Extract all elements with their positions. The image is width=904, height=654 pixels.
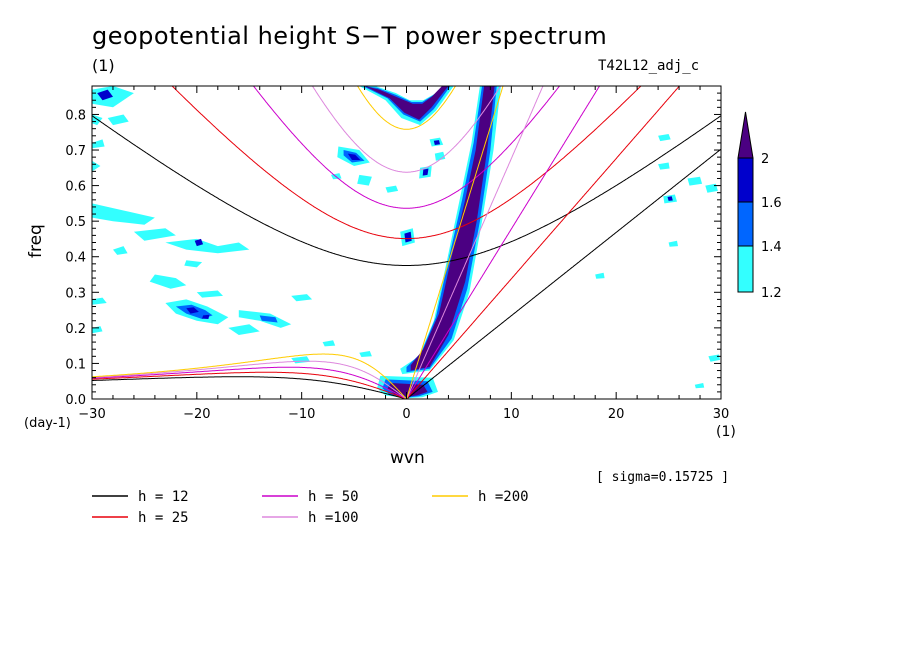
y-axis-units: (day-1) bbox=[24, 416, 71, 431]
y-tick-label: 0.6 bbox=[65, 180, 86, 195]
shaded-region-1 bbox=[97, 89, 113, 101]
shaded-region-19 bbox=[259, 315, 278, 323]
gravity-wave-curve-h50 bbox=[252, 86, 561, 209]
y-tick-label: 0.8 bbox=[65, 108, 86, 123]
shaded-region-2 bbox=[107, 114, 129, 126]
shaded-region-58 bbox=[595, 272, 605, 279]
y-tick-label: 0.0 bbox=[65, 393, 86, 408]
legend-label: h = 25 bbox=[138, 510, 189, 526]
legend: h = 12 h = 25 h = 50 h =100 h =200 bbox=[92, 489, 529, 526]
kelvin-wave-curve-h200 bbox=[406, 86, 504, 399]
shaded-region-13 bbox=[196, 290, 223, 298]
shaded-power-regions bbox=[92, 86, 720, 399]
shaded-region-10 bbox=[113, 246, 128, 255]
gravity-wave-curve-h200 bbox=[356, 86, 457, 130]
colorbar-top-triangle bbox=[737, 111, 754, 159]
shaded-region-5 bbox=[92, 160, 101, 172]
y-tick-label: 0.1 bbox=[65, 357, 86, 372]
legend-label: h =100 bbox=[308, 510, 359, 526]
dispersion-curves bbox=[92, 86, 721, 399]
shaded-region-37 bbox=[433, 140, 440, 145]
colorbar-label: 2 bbox=[761, 152, 769, 167]
shaded-region-16 bbox=[186, 307, 199, 314]
shaded-region-54 bbox=[658, 134, 671, 142]
colorbar: 1.2 1.4 1.6 2 bbox=[737, 111, 782, 301]
shaded-region-31 bbox=[385, 185, 399, 193]
sigma-note: [ sigma=0.15725 ] bbox=[596, 470, 730, 485]
colorbar-segment-1 bbox=[737, 245, 754, 293]
shaded-region-30 bbox=[357, 174, 372, 186]
kelvin-wave-curve-h100 bbox=[406, 86, 544, 399]
shaded-region-55 bbox=[668, 240, 678, 247]
rossby-wave-curve-h100 bbox=[92, 360, 407, 399]
rossby-wave-curve-h50 bbox=[92, 366, 407, 399]
shaded-region-45 bbox=[410, 86, 495, 371]
x-tick-label: −20 bbox=[183, 407, 210, 422]
shaded-region-9 bbox=[194, 238, 204, 247]
x-tick-label: 20 bbox=[608, 407, 625, 422]
shaded-region-26 bbox=[359, 351, 372, 357]
legend-label: h = 12 bbox=[138, 489, 189, 505]
x-axis-units: (1) bbox=[716, 424, 736, 440]
rossby-wave-curve-h25 bbox=[92, 371, 407, 399]
kelvin-wave-curve-h50 bbox=[406, 86, 601, 399]
colorbar-label: 1.2 bbox=[761, 286, 782, 301]
gravity-wave-curve-h100 bbox=[311, 86, 502, 173]
rossby-wave-curve-h12 bbox=[92, 376, 407, 399]
x-tick-label: 0 bbox=[402, 407, 410, 422]
shaded-region-23 bbox=[291, 294, 313, 302]
shaded-region-40 bbox=[422, 168, 429, 176]
legend-label: h =200 bbox=[478, 489, 529, 505]
shaded-region-53 bbox=[658, 162, 670, 170]
rossby-wave-curve-h200 bbox=[92, 353, 407, 399]
legend-label: h = 50 bbox=[308, 489, 359, 505]
y-tick-label: 0.5 bbox=[65, 215, 86, 230]
shaded-region-21 bbox=[92, 297, 107, 305]
shaded-region-7 bbox=[133, 228, 176, 241]
shaded-region-12 bbox=[149, 274, 187, 289]
shaded-region-8 bbox=[165, 238, 250, 254]
shaded-region-50 bbox=[667, 196, 673, 201]
shaded-region-22 bbox=[92, 326, 103, 334]
axes: −30 −20 −10 0 10 20 30 0.0 0.1 0.2 0.3 0.4 0.5 0.6 0.7… bbox=[65, 86, 729, 422]
shaded-region-42 bbox=[404, 231, 412, 243]
colorbar-label: 1.6 bbox=[761, 196, 782, 211]
shaded-region-20 bbox=[228, 324, 260, 335]
gravity-wave-curve-h25 bbox=[171, 86, 642, 240]
y-tick-label: 0.7 bbox=[65, 144, 86, 159]
shaded-region-57 bbox=[694, 383, 705, 389]
run-name: T42L12_adj_c bbox=[598, 58, 700, 74]
shaded-region-29 bbox=[347, 153, 361, 160]
x-axis-label: wvn bbox=[390, 448, 425, 468]
chart-title: geopotential height S−T power spectrum bbox=[92, 22, 608, 50]
y-tick-label: 0.3 bbox=[65, 286, 86, 301]
shaded-region-4 bbox=[92, 139, 105, 149]
colorbar-label: 1.4 bbox=[761, 240, 782, 255]
colorbar-segment-2 bbox=[737, 201, 754, 247]
x-tick-label: −10 bbox=[288, 407, 315, 422]
shaded-region-56 bbox=[708, 354, 720, 362]
field-units: (1) bbox=[92, 56, 115, 75]
y-tick-label: 0.4 bbox=[65, 251, 86, 266]
kelvin-wave-curve-h25 bbox=[406, 86, 681, 399]
shaded-region-51 bbox=[687, 176, 703, 186]
shaded-region-38 bbox=[434, 151, 446, 161]
shaded-region-11 bbox=[184, 260, 203, 268]
y-tick-label: 0.2 bbox=[65, 322, 86, 337]
shaded-region-6 bbox=[92, 203, 155, 225]
x-tick-label: −30 bbox=[78, 407, 105, 422]
shaded-region-35 bbox=[364, 86, 449, 120]
x-tick-label: 30 bbox=[713, 407, 730, 422]
shaded-region-25 bbox=[322, 340, 336, 347]
shaded-region-17 bbox=[202, 314, 210, 319]
colorbar-segment-3 bbox=[737, 157, 754, 203]
shaded-region-24 bbox=[291, 356, 311, 364]
x-tick-label: 10 bbox=[503, 407, 520, 422]
gravity-wave-curve-h12 bbox=[92, 115, 721, 266]
kelvin-wave-curve-h12 bbox=[406, 148, 721, 399]
